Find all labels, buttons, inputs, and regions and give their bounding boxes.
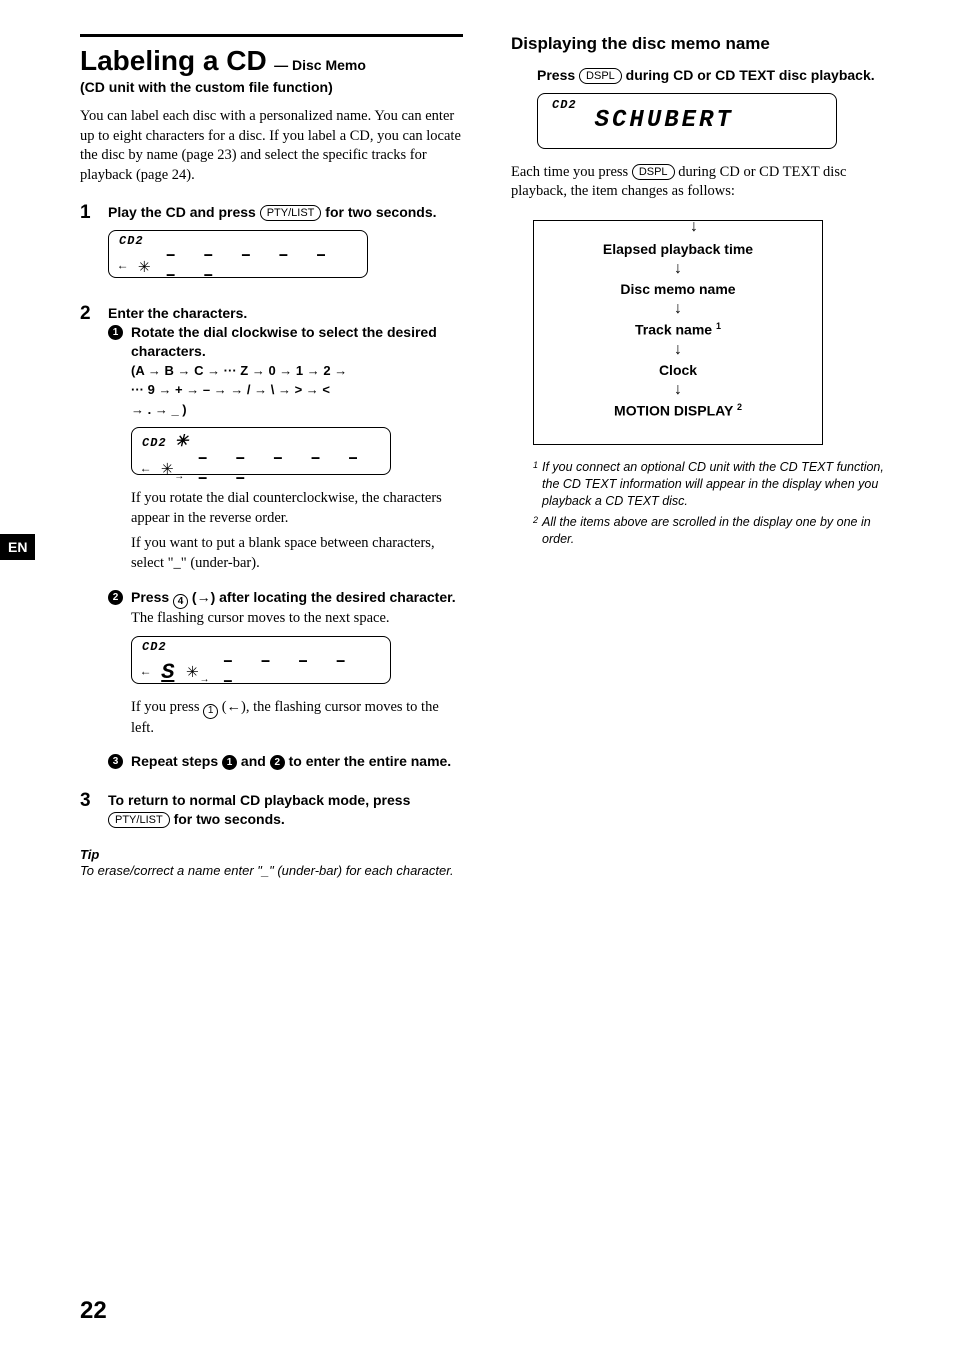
char-sequence: (A → B → C → ··· Z → 0 → 1 → 2 → ··· 9 →… (131, 361, 463, 420)
step-number: 1 (80, 203, 96, 292)
step-3: 3 To return to normal CD playback mode, … (80, 791, 463, 829)
substep-2-body: The flashing cursor moves to the next sp… (131, 609, 463, 629)
substep-3-head: Repeat steps 1 and 2 to enter the entire… (131, 752, 463, 771)
lcd-left-arrow-icon: ← (119, 259, 126, 273)
ref-1: 1 (222, 755, 237, 770)
flow-item-1: Elapsed playback time (546, 241, 810, 257)
left-column: Labeling a CD — Disc Memo (CD unit with … (80, 34, 463, 879)
substep-number-2: 2 (108, 590, 123, 605)
title-suffix: — Disc Memo (270, 57, 366, 73)
lcd-cursor-icon: ✳→ (186, 658, 210, 686)
lcd-text: SCHUBERT (595, 107, 734, 134)
substep-number-1: 1 (108, 325, 123, 340)
lcd-dashes: – – – – – – – (197, 449, 380, 489)
substep-2: 2 Press 4 (→) after locating the desired… (108, 588, 463, 745)
substep-1-body1: If you rotate the dial counterclockwise,… (131, 489, 463, 528)
ptylist-button: PTY/LIST (260, 205, 322, 221)
lcd-left-arrow-icon: ← (142, 462, 149, 476)
title-subtitle: (CD unit with the custom file function) (80, 79, 463, 95)
footnotes: 1 If you connect an optional CD unit wit… (533, 459, 894, 547)
flow-arrow-icon: ↓ (546, 261, 810, 277)
tip-body: To erase/correct a name enter "_" (under… (80, 862, 463, 880)
lcd-display-3: CD2 ← S ✳→ – – – – – (131, 636, 391, 684)
substep-1: 1 Rotate the dial clockwise to select th… (108, 323, 463, 580)
dspl-button: DSPL (632, 164, 675, 180)
right-desc: Each time you press DSPL during CD or CD… (511, 163, 894, 202)
footnote-1: 1 If you connect an optional CD unit wit… (533, 459, 894, 510)
lcd-display-right-wrap: CD2 SCHUBERT (537, 93, 894, 149)
ptylist-button: PTY/LIST (108, 812, 170, 828)
step-1: 1 Play the CD and press PTY/LIST for two… (80, 203, 463, 292)
rule-top (80, 34, 463, 37)
right-heading: Displaying the disc memo name (511, 34, 894, 54)
lcd-display-1: CD2 ← ✳ – – – – – – – (108, 230, 368, 278)
lcd-display-2: CD2 ✳ ← ✳→ – – – – – – – (131, 427, 391, 475)
lcd-display-right: CD2 SCHUBERT (537, 93, 837, 149)
flow-item-3: Track name 1 (546, 321, 810, 338)
step-number: 2 (80, 304, 96, 779)
tip-label: Tip (80, 847, 463, 862)
language-tab: EN (0, 534, 35, 560)
page-title: Labeling a CD (80, 45, 267, 76)
lcd-left-arrow-icon: ← (142, 665, 149, 679)
flow-item-5: MOTION DISPLAY 2 (546, 402, 810, 419)
substep-3: 3 Repeat steps 1 and 2 to enter the enti… (108, 752, 463, 771)
lcd-dashes: – – – – – (222, 652, 380, 692)
dspl-button: DSPL (579, 68, 622, 84)
right-press: Press DSPL during CD or CD TEXT disc pla… (537, 66, 894, 85)
title-row: Labeling a CD — Disc Memo (80, 45, 463, 77)
step-2: 2 Enter the characters. 1 Rotate the dia… (80, 304, 463, 779)
lcd-indicator: CD2 (552, 98, 577, 112)
step-2-head: Enter the characters. (108, 304, 463, 323)
lcd-indicator: CD2 ✳ (142, 431, 380, 451)
lcd-cursor-icon: ✳→ (161, 455, 185, 483)
flow-diagram: ↓ Elapsed playback time ↓ Disc memo name… (533, 220, 823, 445)
substep-2-head: Press 4 (→) after locating the desired c… (131, 588, 463, 609)
substep-2-body2: If you press 1 (←), the flashing cursor … (131, 698, 463, 738)
flow-item-4: Clock (546, 362, 810, 378)
step-3-head: To return to normal CD playback mode, pr… (108, 791, 463, 829)
right-column: Displaying the disc memo name Press DSPL… (511, 34, 894, 879)
intro-paragraph: You can label each disc with a personali… (80, 107, 463, 185)
substep-1-body2: If you want to put a blank space between… (131, 534, 463, 573)
flow-arrow-icon: ↓ (546, 301, 810, 317)
button-4: 4 (173, 594, 188, 609)
lcd-dashes: – – – – – – – (165, 246, 357, 286)
step-1-head: Play the CD and press PTY/LIST for two s… (108, 203, 463, 222)
button-1: 1 (203, 704, 218, 719)
lcd-char: S (161, 660, 174, 685)
flow-arrow-icon: ↓ (546, 342, 810, 358)
step-number: 3 (80, 791, 96, 829)
substep-number-3: 3 (108, 754, 123, 769)
flow-item-2: Disc memo name (546, 281, 810, 297)
ref-2: 2 (270, 755, 285, 770)
flow-arrow-icon: ↓ (546, 382, 810, 398)
flow-arrow-icon: ↓ (690, 218, 698, 236)
page-number: 22 (80, 1297, 107, 1325)
footnote-2: 2 All the items above are scrolled in th… (533, 514, 894, 548)
lcd-cursor-icon: ✳ (138, 253, 153, 279)
substep-1-head: Rotate the dial clockwise to select the … (131, 323, 463, 361)
